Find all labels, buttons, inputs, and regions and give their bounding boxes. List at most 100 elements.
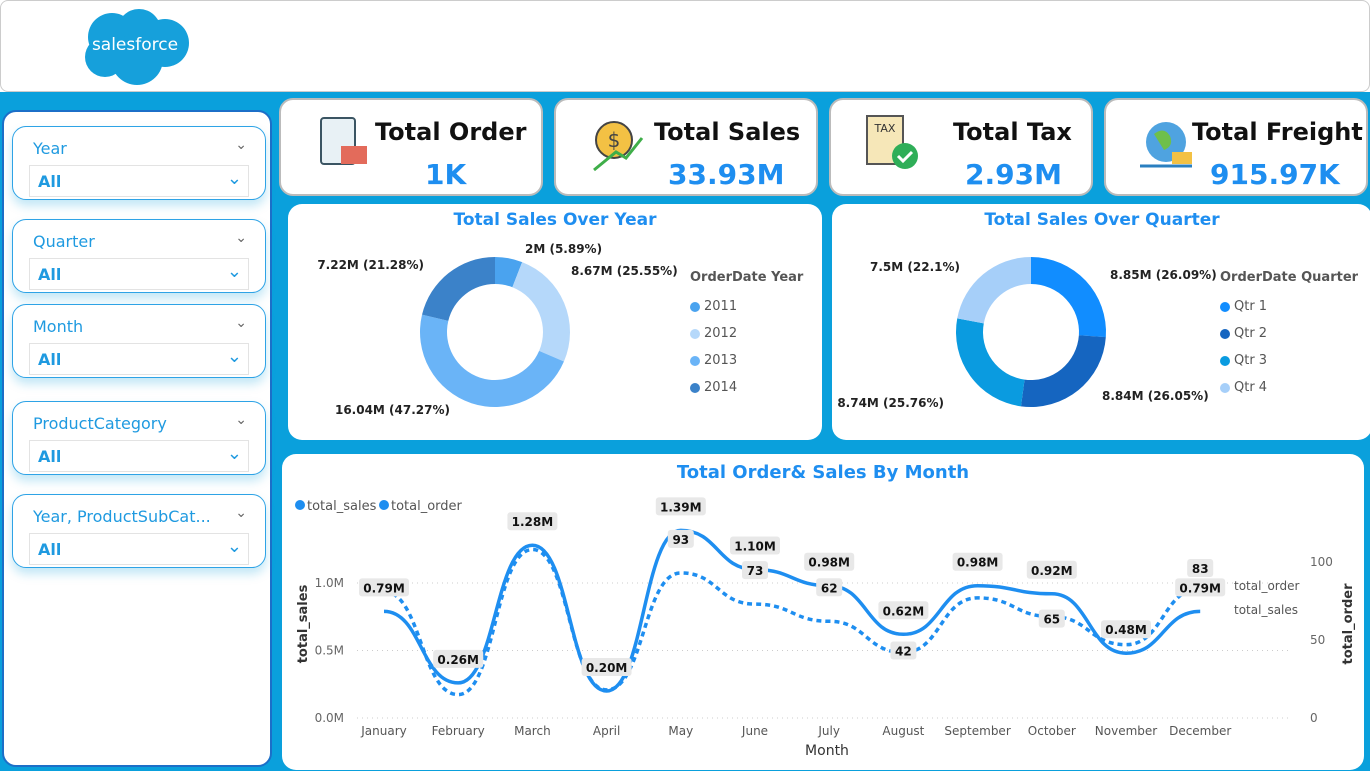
legend-title: OrderDate Quarter bbox=[1220, 270, 1359, 285]
slicer-dropdown[interactable]: All ⌄ bbox=[29, 440, 249, 472]
legend-label: Qtr 2 bbox=[1234, 326, 1268, 341]
chevron-down-icon[interactable]: ⌄ bbox=[235, 505, 247, 521]
slicer-dropdown[interactable]: All ⌄ bbox=[29, 258, 249, 290]
chevron-down-icon: ⌄ bbox=[226, 168, 242, 189]
kpi-value: 915.97K bbox=[1210, 158, 1340, 191]
slicer-4[interactable]: Year, ProductSubCat... ⌄ All ⌄ bbox=[12, 494, 266, 568]
tax-document-icon: TAX bbox=[866, 115, 918, 169]
legend-dot bbox=[690, 301, 700, 312]
kpi-label: Total Order bbox=[375, 118, 527, 146]
x-axis-title: Month bbox=[805, 743, 849, 759]
slicer-label: ProductCategory bbox=[33, 414, 167, 433]
x-tick: August bbox=[882, 724, 924, 738]
x-tick: February bbox=[432, 724, 485, 738]
chevron-down-icon[interactable]: ⌄ bbox=[235, 137, 247, 153]
chevron-down-icon[interactable]: ⌄ bbox=[235, 230, 247, 246]
data-label: 0.48M bbox=[1105, 623, 1147, 637]
data-label-bg bbox=[816, 578, 843, 597]
y-axis-title: total_sales bbox=[296, 584, 311, 663]
x-tick: October bbox=[1028, 724, 1076, 738]
donut-slice-2014[interactable] bbox=[422, 257, 495, 321]
data-label: 1.28M bbox=[512, 515, 554, 529]
slicer-0[interactable]: Year ⌄ All ⌄ bbox=[12, 126, 266, 200]
chevron-down-icon: ⌄ bbox=[226, 536, 242, 557]
kpi-label: Total Sales bbox=[654, 118, 801, 146]
svg-text:$: $ bbox=[608, 128, 621, 152]
legend-item[interactable]: Qtr 2 bbox=[1220, 320, 1358, 347]
legend-item[interactable]: Qtr 1 bbox=[1220, 293, 1358, 320]
y-tick: 0.0M bbox=[315, 711, 344, 725]
legend-item[interactable]: 2013 bbox=[690, 347, 803, 374]
chevron-down-icon[interactable]: ⌄ bbox=[235, 315, 247, 331]
sales-over-quarter-card: Total Sales Over Quarter 8.85M (26.09%) 8… bbox=[832, 204, 1370, 440]
legend-item[interactable]: 2011 bbox=[690, 293, 803, 320]
slicer-value: All bbox=[38, 172, 62, 191]
slicer-dropdown[interactable]: All ⌄ bbox=[29, 343, 249, 375]
data-label: 0.98M bbox=[957, 556, 999, 570]
legend-item[interactable]: 2012 bbox=[690, 320, 803, 347]
legend-title: OrderDate Year bbox=[690, 270, 804, 285]
y2-tick: 100 bbox=[1310, 555, 1333, 569]
chevron-down-icon: ⌄ bbox=[226, 346, 242, 367]
legend-total_sales[interactable]: total_sales bbox=[307, 499, 377, 514]
donut-slice-2011[interactable] bbox=[495, 257, 523, 288]
slicer-dropdown[interactable]: All ⌄ bbox=[29, 165, 249, 197]
donut-slice-qtr-1[interactable] bbox=[1031, 257, 1106, 338]
x-tick: March bbox=[514, 724, 551, 738]
legend-dot bbox=[1220, 328, 1230, 339]
y-tick: 1.0M bbox=[315, 576, 344, 590]
data-label: 8.84M (26.05%) bbox=[1102, 389, 1209, 403]
data-label: 1.10M bbox=[734, 540, 776, 554]
data-label-bg bbox=[667, 529, 694, 548]
header: salesforce bbox=[0, 0, 1370, 92]
slicer-1[interactable]: Quarter ⌄ All ⌄ bbox=[12, 219, 266, 293]
x-tick: December bbox=[1169, 724, 1231, 738]
slicer-2[interactable]: Month ⌄ All ⌄ bbox=[12, 304, 266, 378]
legend-item[interactable]: Qtr 3 bbox=[1220, 347, 1358, 374]
data-label: 42 bbox=[895, 644, 912, 658]
legend-dot bbox=[690, 382, 700, 393]
slicer-3[interactable]: ProductCategory ⌄ All ⌄ bbox=[12, 401, 266, 475]
x-tick: November bbox=[1095, 724, 1157, 738]
slicer-label: Quarter bbox=[33, 232, 95, 251]
legend-label: 2014 bbox=[704, 380, 738, 395]
data-label: 73 bbox=[747, 564, 764, 578]
kpi-card-total-sales: $ Total Sales 33.93M bbox=[554, 98, 818, 196]
legend-label: Qtr 1 bbox=[1234, 299, 1268, 314]
series-line-total-sales[interactable] bbox=[383, 528, 1201, 693]
slicer-value: All bbox=[38, 540, 62, 559]
svg-text:salesforce: salesforce bbox=[92, 35, 178, 55]
legend-item[interactable]: 2014 bbox=[690, 374, 803, 401]
data-label: 0.26M bbox=[437, 653, 479, 667]
series-line-total-order[interactable] bbox=[383, 547, 1201, 697]
kpi-value: 2.93M bbox=[965, 158, 1062, 191]
x-tick: June bbox=[741, 724, 768, 738]
chevron-down-icon[interactable]: ⌄ bbox=[235, 412, 247, 428]
kpi-card-total-tax: TAX Total Tax 2.93M bbox=[829, 98, 1093, 196]
legend-total_order[interactable]: total_order bbox=[391, 499, 463, 514]
donut-slice-2013[interactable] bbox=[419, 314, 564, 408]
data-label-bg bbox=[804, 552, 855, 571]
data-label-bg bbox=[1038, 609, 1065, 628]
donut-slice-2012[interactable] bbox=[512, 262, 570, 362]
data-label: 65 bbox=[1043, 613, 1060, 627]
slicer-dropdown[interactable]: All ⌄ bbox=[29, 533, 249, 565]
chart-title: Total Order& Sales By Month bbox=[676, 462, 970, 483]
data-label-bg bbox=[655, 497, 706, 516]
data-label-bg bbox=[433, 649, 484, 668]
donut-slice-qtr-3[interactable] bbox=[956, 318, 1025, 407]
data-label-bg bbox=[581, 658, 632, 676]
donut-slice-qtr-4[interactable] bbox=[957, 257, 1031, 324]
legend-item[interactable]: Qtr 4 bbox=[1220, 374, 1358, 401]
data-label: 8.85M (26.09%) bbox=[1110, 268, 1217, 282]
data-label: 0.79M bbox=[1179, 581, 1221, 595]
legend-label: 2012 bbox=[704, 326, 738, 341]
data-label: 16.04M (47.27%) bbox=[335, 403, 450, 417]
legend-dot bbox=[690, 355, 700, 366]
kpi-label: Total Freight bbox=[1192, 118, 1363, 146]
donut-slice-qtr-2[interactable] bbox=[1020, 335, 1106, 407]
data-label-bg bbox=[742, 561, 768, 580]
kpi-value: 33.93M bbox=[668, 158, 785, 191]
data-label: 8.67M (25.55%) bbox=[571, 264, 678, 278]
legend: OrderDate Quarter Qtr 1 Qtr 2 Qtr 3 Qtr 4 bbox=[1220, 270, 1358, 401]
